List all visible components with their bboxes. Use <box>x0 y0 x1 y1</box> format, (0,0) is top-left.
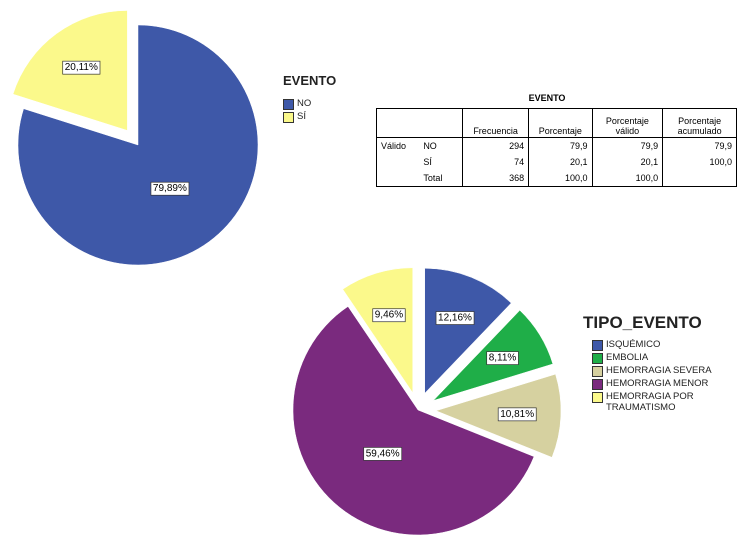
label-box <box>363 447 403 461</box>
label-box <box>150 181 190 196</box>
table-header-row: Frecuencia Porcentaje Porcentaje válido Por… <box>376 108 737 138</box>
table-cell <box>662 170 737 187</box>
legend: EVENTO NO SÍ <box>283 73 336 124</box>
table-header-cell <box>376 108 420 138</box>
legend-item: NO <box>283 98 336 110</box>
table-header-cell: Porcentaje acumulado <box>662 108 737 138</box>
data-label-text: 8,11% <box>489 353 517 364</box>
table-cell: 100,0 <box>591 170 663 187</box>
table-cell: 368 <box>462 170 529 187</box>
data-label-text: 79,89% <box>153 183 187 194</box>
legend-label: NO <box>297 98 312 109</box>
label-box <box>486 351 519 365</box>
legend-item: ISQUÉMICO <box>592 339 717 351</box>
pie-slice <box>342 267 413 394</box>
legend-label: ISQUÉMICO <box>606 339 661 350</box>
table-cell <box>377 154 420 170</box>
legend-item: HEMORRAGIA MENOR <box>592 378 717 390</box>
pie-slice <box>292 306 535 536</box>
table-cell: 79,9 <box>591 137 663 154</box>
table-cell: 74 <box>462 154 529 170</box>
legend-label: HEMORRAGIA MENOR <box>606 378 709 389</box>
table-cell: 100,0 <box>662 154 737 170</box>
table: Frecuencia Porcentaje Porcentaje válido Por… <box>376 108 737 187</box>
legend-swatch <box>592 340 603 351</box>
pie-slice <box>424 268 512 394</box>
table-cell: SÍ <box>423 157 432 167</box>
table-row: Válido NO 294 79,9 79,9 79,9 <box>377 137 737 154</box>
table-header-cell: Porcentaje <box>528 108 593 138</box>
legend-item: SÍ <box>283 111 336 123</box>
label-box <box>372 308 406 323</box>
legend-label: SÍ <box>297 111 306 122</box>
table-cell <box>377 170 420 187</box>
table-row: SÍ 74 20,1 20,1 100,0 <box>377 154 737 170</box>
table-cell: NO <box>423 141 437 151</box>
data-label-text: 12,16% <box>438 313 472 324</box>
table-cell: 79,9 <box>662 137 737 154</box>
table-cell: 100,0 <box>528 170 593 187</box>
data-label: 59,46% <box>363 447 403 461</box>
legend-swatch <box>592 379 603 390</box>
legend-swatch <box>592 353 603 364</box>
data-label-text: 20,11% <box>65 62 98 73</box>
table-cell: Válido <box>381 141 407 151</box>
table-title: EVENTO <box>528 93 566 103</box>
legend-swatch <box>592 392 603 403</box>
data-label: 79,89% <box>150 181 190 196</box>
data-label: 9,46% <box>372 308 406 323</box>
legend-label: HEMORRAGIA POR TRAUMATISMO <box>606 391 694 413</box>
table-header-cell: Porcentaje válido <box>591 108 663 138</box>
data-label: 8,11% <box>486 351 519 365</box>
data-label: 20,11% <box>62 60 101 75</box>
label-box <box>62 60 101 75</box>
table-header-cell <box>419 108 463 138</box>
data-label: 10,81% <box>497 407 537 422</box>
pie-slice <box>17 24 259 266</box>
table-cell: 20,1 <box>591 154 663 170</box>
table-cell: Total <box>423 173 443 183</box>
label-box <box>435 311 475 325</box>
legend-swatch <box>592 366 603 377</box>
legend-label: HEMORRAGIA SEVERA <box>606 365 712 376</box>
legend-swatch <box>283 112 294 123</box>
table-cell: 79,9 <box>528 137 593 154</box>
label-box <box>497 407 537 422</box>
table-cell: 294 <box>462 137 529 154</box>
legend-title: TIPO_EVENTO <box>583 313 702 332</box>
legend-item: HEMORRAGIA SEVERA <box>592 365 717 377</box>
legend-label: EMBOLIA <box>606 352 649 363</box>
table-row: Total 368 100,0 100,0 <box>377 170 737 187</box>
table-header-cell: Frecuencia <box>462 108 529 138</box>
data-label-text: 10,81% <box>500 409 534 420</box>
legend: TIPO_EVENTO ISQUÉMICO EMBOLIA HEMORRAGIA S… <box>583 313 717 414</box>
table-cell: 20,1 <box>528 154 593 170</box>
legend-swatch <box>283 99 294 110</box>
data-label-text: 9,46% <box>375 310 403 321</box>
legend-item: EMBOLIA <box>592 352 717 364</box>
data-label-text: 59,46% <box>366 448 400 459</box>
legend-item: HEMORRAGIA POR TRAUMATISMO <box>592 391 717 413</box>
data-label: 12,16% <box>435 311 475 325</box>
legend-title: EVENTO <box>283 73 337 88</box>
